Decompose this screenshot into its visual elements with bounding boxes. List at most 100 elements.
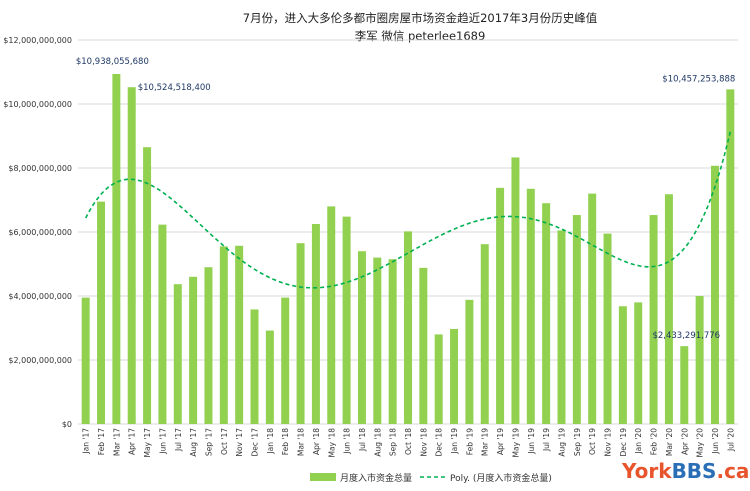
bar xyxy=(204,267,213,424)
x-tick-label: Apr '20 xyxy=(680,428,689,455)
watermark-part-1: York xyxy=(621,459,672,483)
bar xyxy=(511,157,520,424)
bar xyxy=(388,259,397,424)
bar xyxy=(695,296,704,424)
x-tick-label: Jul '17 xyxy=(174,428,183,452)
x-tick-label: Jun '19 xyxy=(527,428,536,455)
x-tick-label: Aug '19 xyxy=(557,428,566,457)
watermark-part-3: .ca xyxy=(716,459,749,483)
chart-title: 7月份，进入大多伦多都市圈房屋市场资金趋近2017年3月份历史峰值 xyxy=(243,11,598,25)
bar xyxy=(618,306,627,424)
x-tick-label: Jun '20 xyxy=(711,428,720,455)
bar xyxy=(710,165,719,424)
x-tick-label: Apr '19 xyxy=(496,428,505,455)
x-tick-label: Nov '19 xyxy=(604,428,613,457)
bar xyxy=(127,87,136,425)
x-tick-label: Feb '18 xyxy=(281,428,290,455)
bar xyxy=(465,299,474,424)
bar xyxy=(250,309,259,424)
x-tick-label: Jun '17 xyxy=(158,428,167,455)
bar xyxy=(158,224,167,424)
bar xyxy=(542,203,551,424)
bar xyxy=(373,257,382,424)
bar xyxy=(588,193,597,424)
x-tick-label: Jul '20 xyxy=(726,428,735,452)
legend-label-trend: Poly. (月度入市资金总量) xyxy=(450,472,552,484)
data-label: $2,433,291,776 xyxy=(652,331,720,341)
bar xyxy=(680,346,689,424)
x-tick-label: Feb '19 xyxy=(465,428,474,455)
x-tick-label: Mar '17 xyxy=(112,428,121,456)
x-tick-label: Jan '20 xyxy=(634,428,643,455)
x-tick-label: Aug '18 xyxy=(373,428,382,457)
x-tick-label: May '20 xyxy=(696,428,705,458)
x-tick-label: Feb '17 xyxy=(97,428,106,455)
y-tick-label: $12,000,000,000 xyxy=(3,36,72,45)
bar xyxy=(603,233,612,424)
y-tick-label: $10,000,000,000 xyxy=(3,100,72,109)
chart-subtitle: 李军 微信 peterlee1689 xyxy=(355,29,486,43)
bar xyxy=(296,243,305,424)
bar xyxy=(664,194,673,424)
y-tick-label: $4,000,000,000 xyxy=(8,292,72,301)
y-tick-label: $6,000,000,000 xyxy=(8,228,72,237)
bar xyxy=(173,284,182,424)
x-tick-label: Jul '19 xyxy=(542,428,551,452)
x-tick-label: Apr '18 xyxy=(312,428,321,455)
bar xyxy=(327,206,336,424)
bar xyxy=(480,244,489,424)
bar xyxy=(450,328,459,424)
watermark-part-2: BBS xyxy=(672,459,717,483)
x-tick-label: May '17 xyxy=(143,428,152,458)
data-label: $10,457,253,888 xyxy=(662,74,735,84)
x-tick-label: Apr '17 xyxy=(128,428,137,455)
x-tick-label: Sep '19 xyxy=(573,428,582,456)
y-tick-label: $8,000,000,000 xyxy=(8,164,72,173)
y-axis: $0 $2,000,000,000 $4,000,000,000 $6,000,000… xyxy=(3,36,72,429)
bar xyxy=(357,251,366,424)
x-tick-label: Oct '17 xyxy=(220,428,229,455)
bar-series xyxy=(81,73,735,425)
data-label: $10,524,518,400 xyxy=(138,83,211,93)
y-tick-label: $0 xyxy=(62,420,72,429)
bar xyxy=(265,330,274,424)
x-tick-label: Mar '19 xyxy=(481,428,490,456)
x-tick-label: Oct '18 xyxy=(404,428,413,455)
bar xyxy=(526,188,535,424)
bar xyxy=(311,224,320,424)
bar xyxy=(634,302,643,424)
x-tick-label: Sep '17 xyxy=(204,428,213,456)
x-tick-label: Jan '19 xyxy=(450,428,459,455)
bar xyxy=(572,215,581,424)
bar xyxy=(434,334,443,424)
bar xyxy=(726,89,735,425)
bar xyxy=(143,147,152,424)
x-tick-label: Dec '19 xyxy=(619,428,628,457)
x-axis: Jan '17 Feb '17 Mar '17 Apr '17 May '17 Jun '… xyxy=(82,428,736,458)
x-tick-label: Jun '18 xyxy=(343,428,352,455)
y-tick-label: $2,000,000,000 xyxy=(8,356,72,365)
bar xyxy=(97,201,106,424)
x-tick-label: Nov '17 xyxy=(235,428,244,457)
x-tick-label: Mar '18 xyxy=(297,428,306,456)
bar xyxy=(496,187,505,424)
x-tick-label: Oct '19 xyxy=(588,428,597,455)
bar xyxy=(189,276,198,424)
x-tick-label: Jan '18 xyxy=(266,428,275,455)
x-tick-label: Nov '18 xyxy=(419,428,428,457)
legend-swatch-bars xyxy=(310,473,336,481)
bar xyxy=(404,231,412,424)
bar xyxy=(281,297,290,424)
x-tick-label: Dec '18 xyxy=(435,428,444,457)
svg-text:YorkBBS.ca: YorkBBS.ca xyxy=(621,459,749,483)
x-tick-label: Jan '17 xyxy=(82,428,91,455)
bar xyxy=(649,215,658,424)
x-tick-label: May '19 xyxy=(511,428,520,458)
x-tick-label: Sep '18 xyxy=(389,428,398,456)
x-tick-label: Mar '20 xyxy=(665,428,674,456)
x-tick-label: May '18 xyxy=(327,428,336,458)
data-label: $10,938,055,680 xyxy=(76,57,149,67)
annotations: $10,938,055,680 $10,524,518,400 $2,433,291… xyxy=(76,57,735,341)
legend-label-bars: 月度入市资金总量 xyxy=(340,472,412,484)
